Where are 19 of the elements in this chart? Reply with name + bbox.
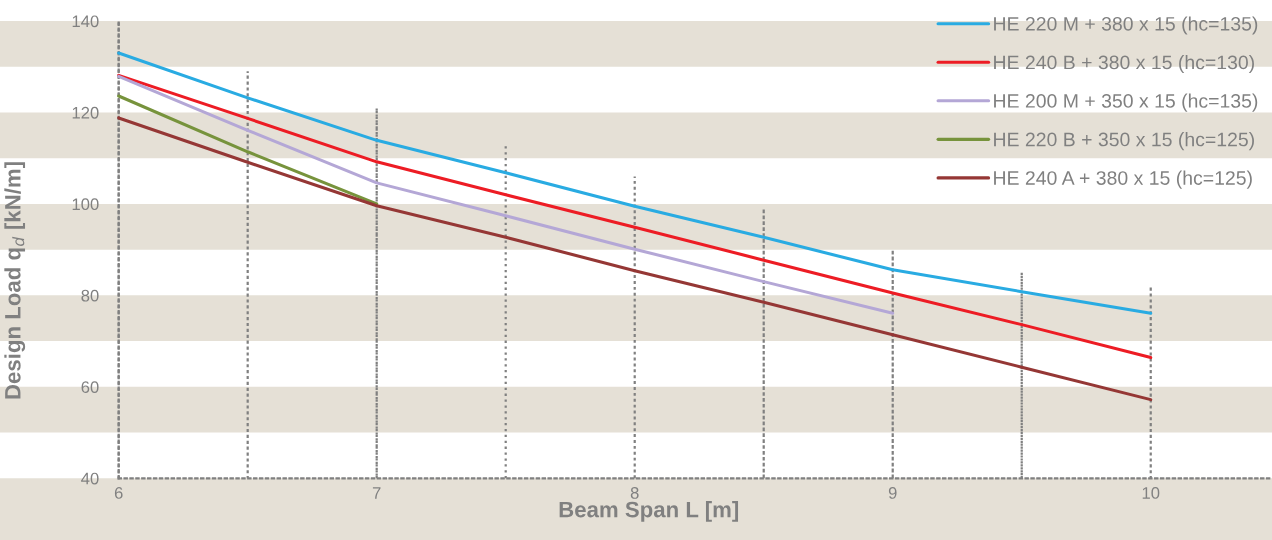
y-tick-label: 40 <box>81 472 99 485</box>
line-series <box>117 74 895 315</box>
legend-label: HE 220 M + 380 x 15 (hc=135) <box>994 16 1258 35</box>
legend-label: HE 240 A + 380 x 15 (hc=125) <box>994 170 1252 189</box>
y-tick-label: 80 <box>81 289 99 302</box>
legend-label: HE 240 B + 380 x 15 (hc=130) <box>994 54 1254 74</box>
x-axis-title: Beam Span L [m] <box>559 501 739 522</box>
y-tick-label: 140 <box>72 15 99 28</box>
x-tick-label: 8 <box>630 487 639 499</box>
y-tick-label: 120 <box>72 106 99 119</box>
x-tick-label: 6 <box>114 487 123 499</box>
legend-label: HE 220 B + 350 x 15 (hc=125) <box>994 132 1254 151</box>
y-tick-label: 100 <box>72 198 99 211</box>
x-tick-label: 10 <box>1142 487 1160 499</box>
x-tick-label: 9 <box>888 487 897 499</box>
legend-label: HE 200 M + 350 x 15 (hc=135) <box>994 93 1258 112</box>
y-axis-title: Design Load q$_{d}$ [kN/m] <box>4 162 26 399</box>
x-tick-label: 7 <box>372 487 381 499</box>
y-tick-label: 60 <box>81 381 99 394</box>
